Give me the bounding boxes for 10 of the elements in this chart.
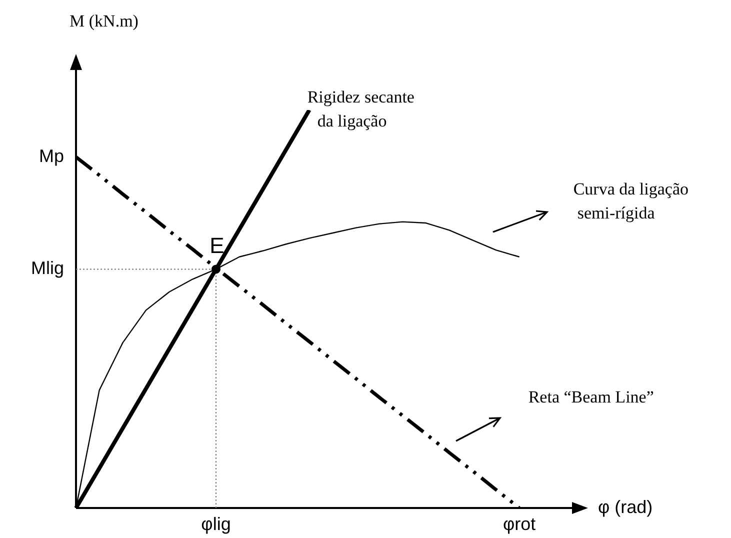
x-tick-label: φlig [201,514,231,534]
text: Curva da ligação semi-rígida [573,179,689,222]
annotation: E [210,233,224,258]
text: Reta “Beam Line” [528,387,654,406]
text: Mp [38,146,64,166]
y-axis-title: M (kN.m) [70,11,138,30]
ref-line-label: Mlig [30,258,64,278]
x-axis-title: φ (rad) [598,496,653,517]
series-label: Rigidez secante da ligação [307,87,414,130]
x-tick-label: φrot [502,514,536,534]
